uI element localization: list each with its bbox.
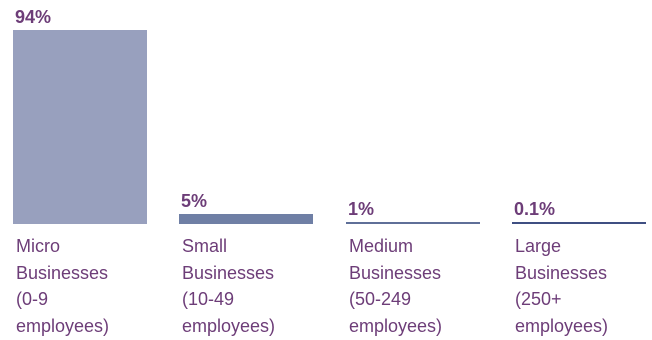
category-label-line: employees) — [349, 315, 443, 336]
category-label-line: (50-249 — [349, 289, 412, 309]
category-label-line: (0-9 — [16, 289, 49, 309]
bar-2 — [179, 214, 313, 224]
value-label-2: 5% — [181, 191, 208, 211]
category-label-line: Large — [515, 236, 562, 256]
category-label-line: (250+ — [515, 289, 562, 309]
category-label-line: Medium — [349, 236, 414, 256]
category-label-1: Micro Businesses (0-9 employees) — [16, 233, 166, 339]
category-label-4: Large Businesses (250+ employees) — [515, 233, 652, 339]
category-label-line: employees) — [16, 315, 110, 336]
category-label-line: employees) — [515, 315, 609, 336]
value-label-4: 0.1% — [514, 199, 556, 219]
category-label-line: Businesses — [349, 262, 442, 283]
category-label-line: Businesses — [16, 262, 109, 283]
value-label-3: 1% — [348, 199, 375, 219]
category-label-2: Small Businesses (10-49 employees) — [182, 233, 332, 339]
value-label-1: 94% — [15, 7, 52, 27]
category-label-line: Micro — [16, 236, 60, 256]
category-label-line: (10-49 — [182, 289, 235, 309]
category-label-line: Businesses — [182, 262, 275, 283]
bar-1 — [13, 30, 147, 224]
category-label-3: Medium Businesses (50-249 employees) — [349, 233, 499, 339]
bar-3 — [346, 222, 480, 224]
category-label-line: employees) — [182, 315, 276, 336]
category-label-line: Small — [182, 236, 228, 256]
bar-4 — [512, 222, 646, 224]
category-label-line: Businesses — [515, 262, 608, 283]
